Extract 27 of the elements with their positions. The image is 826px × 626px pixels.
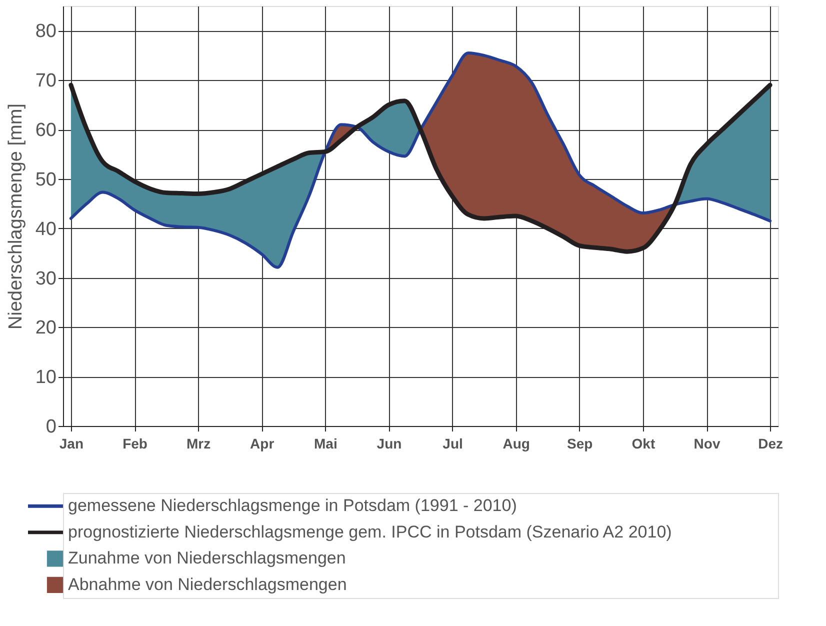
legend-label: Zunahme von Niederschlagsmengen xyxy=(68,548,346,568)
y-tick-label: 30 xyxy=(35,268,56,290)
x-tick-label: Apr xyxy=(250,436,275,452)
x-tick-label: Nov xyxy=(694,436,720,452)
legend-label: Abnahme von Niederschlagsmengen xyxy=(68,574,347,594)
y-tick-label: 80 xyxy=(35,21,56,42)
y-tick-label: 10 xyxy=(35,367,56,388)
line-series xyxy=(69,51,772,269)
y-axis-title: Niederschlagsmenge [mm] xyxy=(5,104,26,330)
y-tick-label: 40 xyxy=(35,218,56,240)
x-tick-label: Mrz xyxy=(186,436,211,452)
x-tick-label: Jul xyxy=(442,436,463,452)
y-tick-label: 60 xyxy=(35,120,56,142)
x-tick-label: Dez xyxy=(758,436,784,452)
x-tick-label: Aug xyxy=(502,436,530,452)
y-tick-label: 20 xyxy=(35,318,56,339)
legend-label: prognostizierte Niederschlagsmenge gem. IPCC in Potsdam (Szenario A2 2010) xyxy=(68,522,672,542)
x-tick-label: Jan xyxy=(59,436,84,452)
x-tick-label: Mai xyxy=(314,436,338,452)
x-tick-label: Jun xyxy=(376,436,402,452)
legend-label: gemessene Niederschlagsmenge in Potsdam (1991 - 2010) xyxy=(68,496,517,516)
y-tick-label: 50 xyxy=(35,169,56,190)
x-tick-label: Feb xyxy=(122,436,148,452)
x-tick-label: Okt xyxy=(632,436,656,452)
x-tick-label: Sep xyxy=(567,436,593,452)
y-tick-label: 0 xyxy=(46,416,56,438)
y-tick-label: 70 xyxy=(35,70,56,92)
